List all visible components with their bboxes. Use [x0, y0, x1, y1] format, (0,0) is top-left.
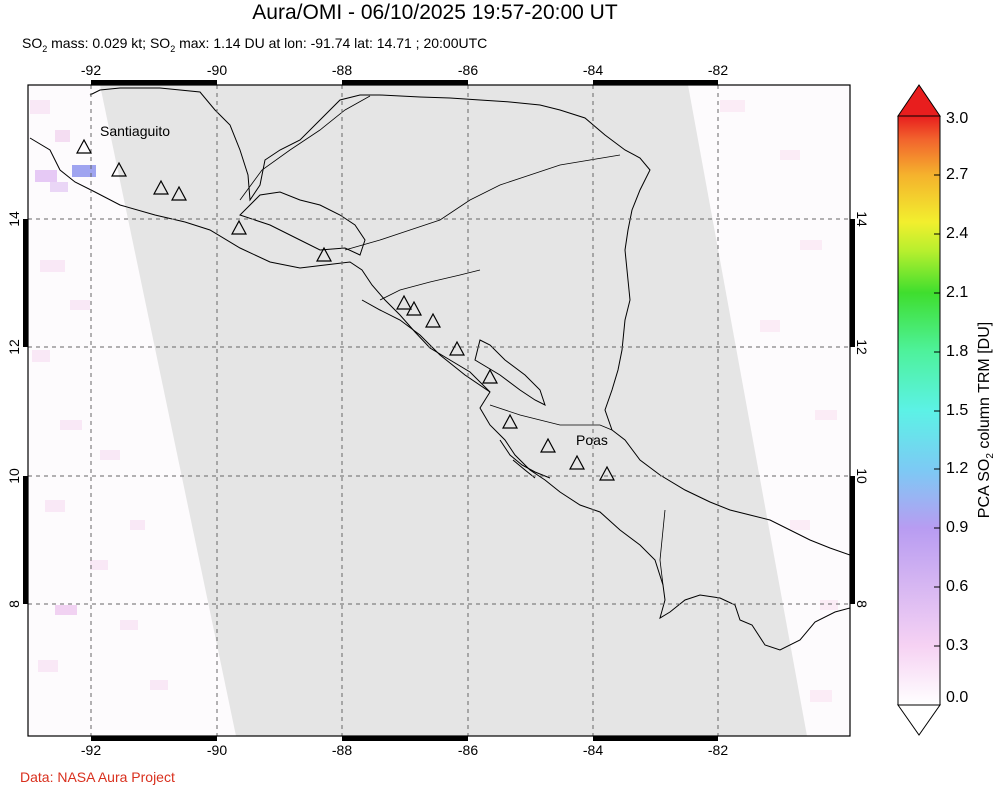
volcano-poas [568, 454, 586, 470]
map-area [28, 85, 850, 736]
so2-max-pixel [72, 165, 96, 177]
volcano-markers [75, 138, 616, 481]
data-credit: Data: NASA Aura Project [20, 769, 175, 785]
coastlines [29, 87, 850, 651]
volcano-marker [170, 185, 188, 201]
lat-tick-right: 14 [854, 211, 870, 227]
volcano-santiaguito [75, 138, 93, 154]
so2-noise-left [30, 100, 168, 690]
colorbar-label: 0.6 [946, 578, 969, 595]
colorbar-label: 1.5 [946, 402, 969, 419]
colorbar-label: 2.1 [946, 284, 969, 301]
lat-tick-left: 10 [6, 468, 22, 484]
lat-tick-right: 8 [854, 600, 870, 608]
volcano-marker [230, 219, 248, 235]
lat-tick-right: 10 [854, 468, 870, 484]
so2-noise-right [720, 100, 838, 702]
label-santiaguito: Santiaguito [100, 123, 171, 139]
colorbar-label: 0.3 [946, 637, 969, 654]
lon-tick-top: -86 [457, 62, 479, 78]
lon-tick-top: -84 [582, 62, 604, 78]
colorbar-label: 3.0 [946, 110, 969, 127]
lon-tick-bottom: -92 [80, 742, 102, 758]
lat-tick-right: 12 [854, 339, 870, 355]
graticule [28, 85, 850, 736]
volcano-marker [539, 437, 557, 453]
lon-tick-bottom: -88 [331, 742, 353, 758]
colorbar-label: 0.9 [946, 519, 969, 536]
so2-summary: SO2 mass: 0.029 kt; SO2 max: 1.14 DU at … [22, 35, 488, 54]
volcano-marker [501, 413, 519, 429]
lon-tick-top: -90 [206, 62, 228, 78]
colorbar-label: 1.8 [946, 343, 969, 360]
label-poas: Poas [576, 432, 608, 448]
colorbar-label: 2.4 [946, 225, 969, 242]
volcano-marker [448, 340, 466, 356]
colorbar-label: 1.2 [946, 460, 969, 477]
lon-tick-bottom: -90 [206, 742, 228, 758]
colorbar-title: PCA SO2 column TRM [DU] [975, 321, 997, 519]
volcano-marker [481, 368, 499, 384]
lon-tick-bottom: -86 [457, 742, 479, 758]
lon-tick-top: -88 [331, 62, 353, 78]
lon-tick-top: -92 [80, 62, 102, 78]
colorbar-over-arrow [897, 84, 941, 117]
frame-tick-bars [23, 80, 855, 741]
omi-swath [100, 85, 807, 736]
lon-tick-bottom: -82 [707, 742, 729, 758]
volcano-marker [110, 161, 128, 177]
colorbar-label: 0.0 [946, 689, 969, 706]
volcano-marker [405, 300, 423, 316]
volcano-marker [395, 294, 413, 310]
lat-tick-left: 12 [6, 339, 22, 355]
map-title: Aura/OMI - 06/10/2025 19:57-20:00 UT [252, 1, 618, 24]
volcano-marker [315, 246, 333, 262]
lon-tick-bottom: -84 [582, 742, 604, 758]
lat-tick-left: 14 [6, 211, 22, 227]
colorbar-label: 2.7 [946, 166, 969, 183]
country-borders [239, 95, 666, 586]
volcano-marker [152, 179, 170, 195]
volcano-marker [598, 465, 616, 481]
colorbar [897, 84, 941, 736]
colorbar-under-arrow [897, 704, 941, 736]
volcano-marker [424, 312, 442, 328]
lat-tick-left: 8 [6, 600, 22, 608]
lon-tick-top: -82 [707, 62, 729, 78]
